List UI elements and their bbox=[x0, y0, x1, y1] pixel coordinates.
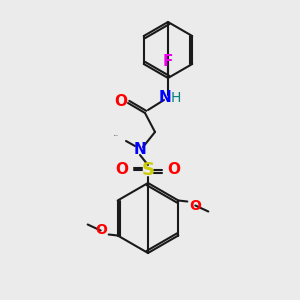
Text: O: O bbox=[167, 163, 181, 178]
Text: O: O bbox=[95, 224, 106, 238]
Text: S: S bbox=[142, 161, 154, 179]
Text: N: N bbox=[159, 89, 171, 104]
Text: N: N bbox=[134, 142, 146, 158]
Text: O: O bbox=[189, 199, 201, 212]
Text: methyl: methyl bbox=[114, 134, 118, 136]
Text: F: F bbox=[163, 53, 173, 68]
Text: O: O bbox=[116, 163, 128, 178]
Text: O: O bbox=[115, 94, 128, 110]
Text: H: H bbox=[171, 91, 181, 105]
